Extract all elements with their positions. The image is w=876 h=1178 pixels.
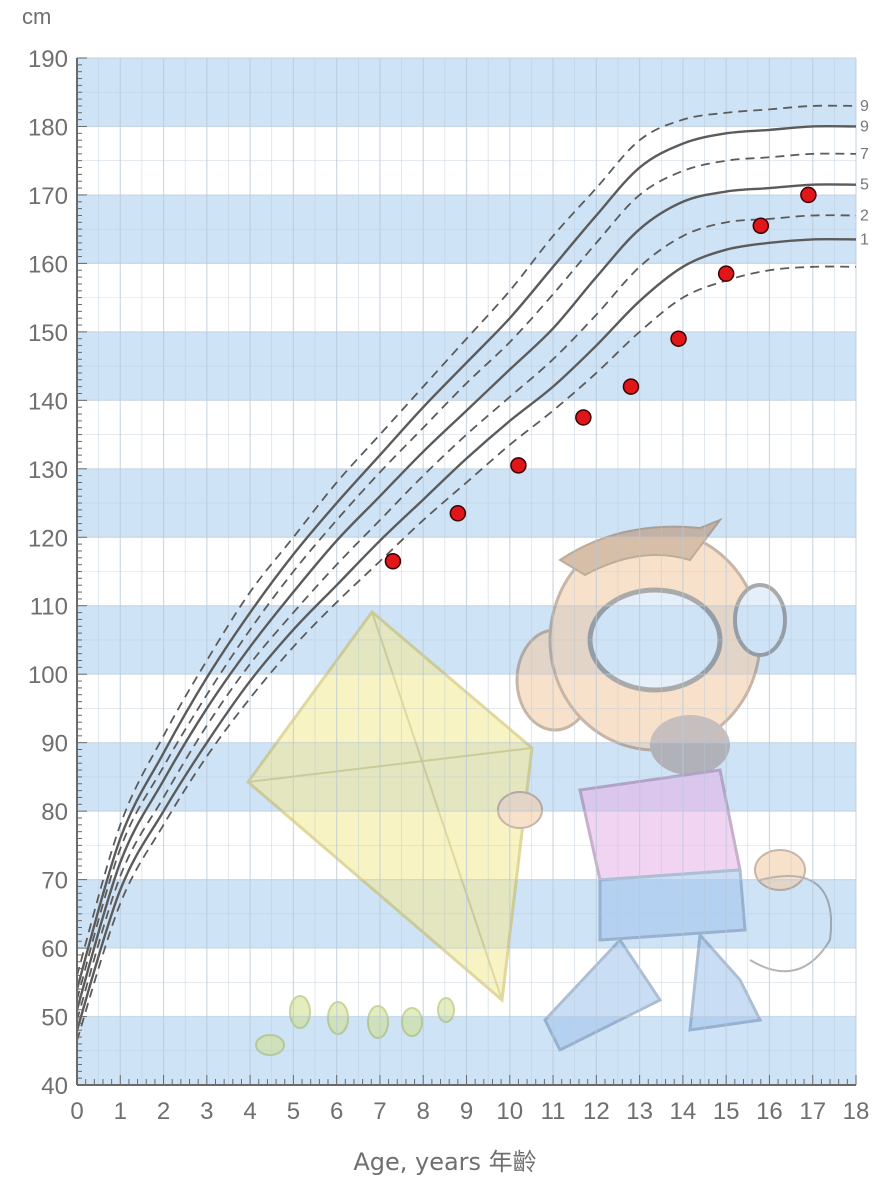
x-tick-label: 4 [243,1098,256,1125]
x-tick-label: 15 [713,1098,740,1125]
x-tick-label: 0 [70,1098,83,1125]
percentile-curve-3 [76,152,857,1000]
percentile-curve-7 [76,265,857,1041]
y-tick-label: 90 [41,731,68,758]
x-tick-label: 17 [799,1098,826,1125]
x-tick-label: 10 [496,1098,523,1125]
measurement-point [717,265,735,282]
measurement-point [752,217,770,234]
y-axis-unit-label: cm [22,4,51,29]
measurement-point [510,457,527,474]
chart-axes: 0 1 2 3 4 5 6 7 8 9 10 11 12 13 14 15 16 17 18405060708090… [28,46,869,1125]
y-tick-label: 190 [28,46,68,73]
x-tick-label: 14 [670,1098,697,1125]
y-tick-label: 40 [41,1073,68,1100]
percentile-label: 7 [860,146,869,163]
x-tick-label: 16 [756,1098,783,1125]
x-tick-label: 13 [626,1098,653,1125]
y-tick-label: 120 [28,525,68,552]
percentile-curve-4 [75,183,857,1011]
x-tick-label: 8 [417,1098,430,1125]
y-tick-label: 60 [41,936,68,963]
percentile-curve-1 [76,104,857,976]
y-tick-label: 100 [28,662,68,689]
x-axis-label: Age, years 年齡 [353,1148,536,1176]
y-tick-label: 80 [41,799,68,826]
x-tick-label: 1 [114,1098,127,1125]
y-tick-label: 70 [41,868,68,895]
kite-spar [247,747,533,783]
measurement-point [449,505,467,522]
y-tick-label: 160 [28,251,68,278]
x-tick-label: 9 [460,1098,473,1125]
percentile-curve-6 [75,237,857,1031]
percentile-curves: 9 9 7 5 2 1 [75,98,869,1041]
kite-spar [371,611,503,1001]
x-tick-label: 7 [373,1098,386,1125]
y-tick-label: 140 [28,388,68,415]
y-tick-label: 180 [28,114,68,141]
y-tick-label: 150 [28,320,68,347]
measurement-point [575,409,592,426]
y-tick-label: 110 [30,594,68,621]
x-tick-label: 12 [583,1098,610,1125]
x-tick-label: 6 [330,1098,343,1125]
x-tick-label: 5 [287,1098,300,1125]
x-tick-label: 2 [157,1098,170,1125]
x-tick-label: 18 [843,1098,870,1125]
x-tick-label: 11 [541,1098,566,1125]
percentile-curve-2 [75,125,857,990]
y-tick-label: 170 [28,183,68,210]
measurement-point [622,378,640,395]
measurement-point [384,552,402,570]
percentile-label: 9 [860,98,869,115]
y-tick-label: 130 [28,457,68,484]
measurement-point [670,330,687,347]
percentile-label: 1 [860,231,869,248]
measurement-points [384,186,817,570]
percentile-label: 9 [860,118,869,135]
percentile-label: 2 [860,207,869,224]
percentile-curve-5 [76,214,857,1021]
y-tick-label: 50 [41,1005,68,1032]
percentile-label: 5 [860,177,869,194]
measurement-point [800,186,817,204]
x-tick-label: 3 [200,1098,213,1125]
